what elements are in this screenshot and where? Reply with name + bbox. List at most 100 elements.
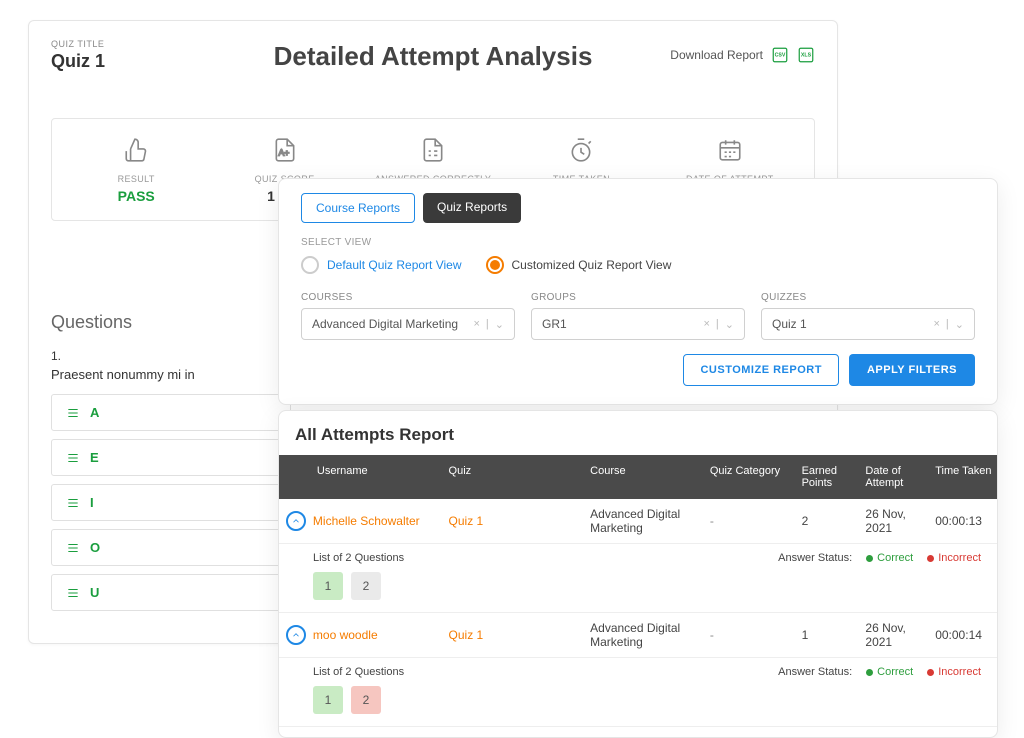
chevron-down-icon[interactable]: ⌄ bbox=[955, 318, 964, 331]
groups-value: GR1 bbox=[542, 317, 567, 331]
question-badge[interactable]: 1 bbox=[313, 572, 343, 600]
groups-select[interactable]: GR1 ×|⌄ bbox=[531, 308, 745, 340]
checklist-icon bbox=[420, 137, 446, 163]
attempts-report-panel: All Attempts Report Username Quiz Course… bbox=[278, 410, 998, 738]
radio-custom-label: Customized Quiz Report View bbox=[512, 258, 672, 272]
quiz-link[interactable]: Quiz 1 bbox=[449, 628, 591, 642]
choice-letter: I bbox=[90, 495, 94, 510]
choice-letter: E bbox=[90, 450, 99, 465]
answer-choice[interactable]: E bbox=[51, 439, 291, 476]
courses-filter: COURSES Advanced Digital Marketing ×|⌄ bbox=[301, 292, 515, 340]
header-date: Date of Attempt bbox=[865, 465, 935, 489]
correct-label: Correct bbox=[877, 666, 913, 678]
question-badges: 12 bbox=[313, 686, 997, 714]
question-badge[interactable]: 1 bbox=[313, 686, 343, 714]
radio-default-view[interactable]: Default Quiz Report View bbox=[301, 256, 462, 274]
download-report-label: Download Report bbox=[670, 48, 763, 62]
answer-status-legend: Answer Status:CorrectIncorrect bbox=[778, 552, 981, 564]
category-cell: - bbox=[710, 628, 802, 642]
header-category: Quiz Category bbox=[710, 465, 802, 489]
header-time: Time Taken bbox=[935, 465, 997, 489]
result-label: RESULT bbox=[62, 174, 210, 184]
expanded-detail: List of 2 Questions Answer Status:Correct… bbox=[279, 544, 997, 613]
dot-incorrect-icon bbox=[927, 669, 934, 676]
page-heading: Detailed Attempt Analysis bbox=[274, 41, 593, 72]
customize-report-button[interactable]: CUSTOMIZE REPORT bbox=[683, 354, 838, 386]
svg-text:A+: A+ bbox=[278, 147, 289, 157]
answer-choice[interactable]: U bbox=[51, 574, 291, 611]
svg-text:XLS: XLS bbox=[801, 53, 812, 59]
quizzes-select[interactable]: Quiz 1 ×|⌄ bbox=[761, 308, 975, 340]
tab-course-reports[interactable]: Course Reports bbox=[301, 193, 415, 223]
quizzes-value: Quiz 1 bbox=[772, 317, 807, 331]
header-points: Earned Points bbox=[802, 465, 866, 489]
csv-icon[interactable]: CSV bbox=[771, 45, 789, 65]
select-view-label: SELECT VIEW bbox=[301, 237, 975, 248]
collapse-button[interactable] bbox=[286, 625, 306, 645]
list-icon bbox=[66, 406, 80, 420]
courses-value: Advanced Digital Marketing bbox=[312, 317, 458, 331]
dot-incorrect-icon bbox=[927, 555, 934, 562]
chevron-down-icon[interactable]: ⌄ bbox=[725, 318, 734, 331]
download-report-area: Download Report CSV XLS bbox=[670, 45, 815, 65]
apply-filters-button[interactable]: APPLY FILTERS bbox=[849, 354, 975, 386]
clear-icon[interactable]: × bbox=[473, 318, 479, 330]
answer-status-label: Answer Status: bbox=[778, 666, 852, 678]
report-header-row: Username Quiz Course Quiz Category Earne… bbox=[279, 455, 997, 499]
username-link[interactable]: moo woodle bbox=[313, 628, 449, 642]
svg-text:CSV: CSV bbox=[775, 53, 786, 59]
clear-icon[interactable]: × bbox=[703, 318, 709, 330]
report-tabs: Course Reports Quiz Reports bbox=[301, 193, 975, 223]
filter-panel: Course Reports Quiz Reports SELECT VIEW … bbox=[278, 178, 998, 405]
stopwatch-icon bbox=[568, 137, 594, 163]
filter-selects-row: COURSES Advanced Digital Marketing ×|⌄ G… bbox=[301, 292, 975, 340]
time-cell: 00:00:13 bbox=[935, 514, 997, 528]
list-icon bbox=[66, 541, 80, 555]
collapse-button[interactable] bbox=[286, 511, 306, 531]
clear-icon[interactable]: × bbox=[933, 318, 939, 330]
chevron-down-icon[interactable]: ⌄ bbox=[495, 318, 504, 331]
dot-correct-icon bbox=[866, 669, 873, 676]
table-row: Michelle SchowalterQuiz 1Advanced Digita… bbox=[279, 499, 997, 544]
answer-choice[interactable]: O bbox=[51, 529, 291, 566]
question-badge[interactable]: 2 bbox=[351, 686, 381, 714]
groups-label: GROUPS bbox=[531, 292, 745, 303]
time-cell: 00:00:14 bbox=[935, 628, 997, 642]
radio-custom-view[interactable]: Customized Quiz Report View bbox=[486, 256, 672, 274]
radio-icon-selected bbox=[486, 256, 504, 274]
answer-status-label: Answer Status: bbox=[778, 552, 852, 564]
questions-list-title: List of 2 Questions bbox=[313, 552, 404, 564]
question-badges: 12 bbox=[313, 572, 997, 600]
incorrect-label: Incorrect bbox=[938, 552, 981, 564]
choice-letter: U bbox=[90, 585, 99, 600]
answer-choice[interactable]: I bbox=[51, 484, 291, 521]
stat-result: RESULT PASS bbox=[62, 137, 210, 204]
question-badge[interactable]: 2 bbox=[351, 572, 381, 600]
table-row: moo woodleQuiz 1Advanced Digital Marketi… bbox=[279, 613, 997, 658]
courses-label: COURSES bbox=[301, 292, 515, 303]
header-username: Username bbox=[313, 465, 449, 489]
list-icon bbox=[66, 451, 80, 465]
report-title: All Attempts Report bbox=[279, 425, 997, 455]
category-cell: - bbox=[710, 514, 802, 528]
radio-icon bbox=[301, 256, 319, 274]
list-icon bbox=[66, 496, 80, 510]
courses-select[interactable]: Advanced Digital Marketing ×|⌄ bbox=[301, 308, 515, 340]
username-link[interactable]: Michelle Schowalter bbox=[313, 514, 449, 528]
result-value: PASS bbox=[62, 188, 210, 204]
choice-letter: O bbox=[90, 540, 100, 555]
dot-correct-icon bbox=[866, 555, 873, 562]
tab-quiz-reports[interactable]: Quiz Reports bbox=[423, 193, 521, 223]
header-course: Course bbox=[590, 465, 710, 489]
list-icon bbox=[66, 586, 80, 600]
answer-choice[interactable]: A bbox=[51, 394, 291, 431]
questions-list-title: List of 2 Questions bbox=[313, 666, 404, 678]
header-quiz: Quiz bbox=[449, 465, 591, 489]
quiz-link[interactable]: Quiz 1 bbox=[449, 514, 591, 528]
date-cell: 26 Nov, 2021 bbox=[865, 507, 935, 535]
xls-icon[interactable]: XLS bbox=[797, 45, 815, 65]
view-radio-group: Default Quiz Report View Customized Quiz… bbox=[301, 256, 975, 274]
course-cell: Advanced Digital Marketing bbox=[590, 621, 710, 649]
points-cell: 2 bbox=[802, 514, 866, 528]
quizzes-label: QUIZZES bbox=[761, 292, 975, 303]
